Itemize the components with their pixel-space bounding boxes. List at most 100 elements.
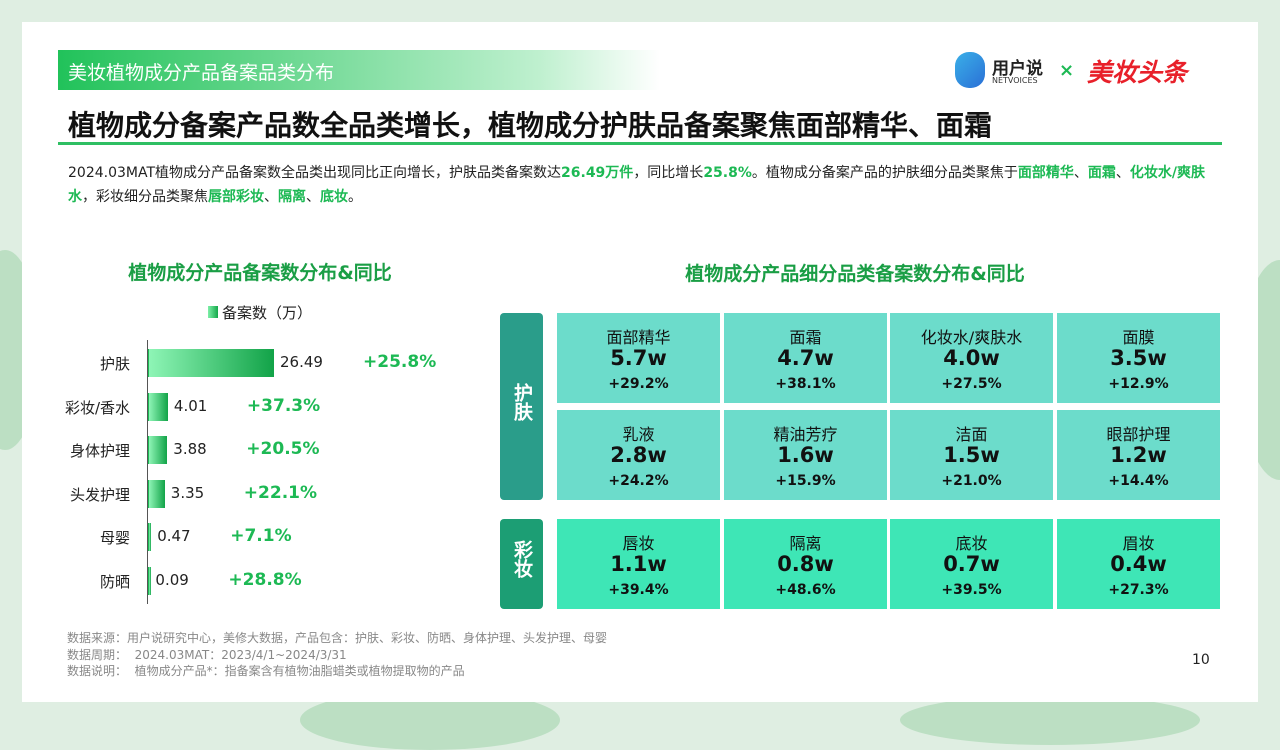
tile-count: 5.7w — [610, 346, 667, 370]
tile-name: 面霜 — [789, 328, 822, 347]
section-label: 彩妆 — [511, 540, 533, 578]
intro-segment: 。 — [348, 189, 362, 205]
tile-count: 0.7w — [943, 552, 1000, 576]
tile — [557, 410, 720, 500]
tile-count: 1.5w — [943, 443, 1000, 467]
tile-growth: +24.2% — [608, 473, 669, 489]
tile — [724, 313, 887, 403]
category-label: 母婴 — [99, 529, 130, 548]
growth-label: +28.8% — [228, 570, 302, 590]
value-label: 0.47 — [157, 527, 191, 546]
tile-name: 底妆 — [955, 534, 988, 553]
bar — [148, 436, 168, 465]
bar — [148, 567, 151, 595]
intro-highlight: 化妆水/爽肤水 — [68, 165, 1206, 205]
tile-name: 眉妆 — [1122, 534, 1155, 553]
bar — [148, 349, 274, 377]
growth-label: +37.3% — [246, 395, 321, 416]
bar — [148, 479, 165, 508]
section-label: 护肤 — [511, 382, 533, 421]
tile-name: 隔离 — [789, 534, 822, 553]
category-label: 防晒 — [99, 573, 130, 591]
tile-name: 唇妆 — [622, 534, 655, 553]
tile — [1057, 410, 1220, 500]
tile-growth: +48.6% — [775, 582, 836, 598]
tile — [890, 410, 1053, 500]
intro-highlight: 26.49万件 — [561, 165, 634, 181]
growth-label: +25.8% — [363, 352, 437, 372]
tile — [557, 313, 720, 403]
tile-count: 1.2w — [1110, 443, 1167, 467]
tile-growth: +27.3% — [1108, 582, 1169, 598]
tile-count: 0.4w — [1110, 552, 1167, 576]
category-label: 身体护理 — [69, 442, 130, 461]
intro-highlight: 面霜 — [1087, 165, 1116, 181]
intro-segment: 、 — [1115, 165, 1130, 181]
growth-label: +22.1% — [243, 482, 318, 503]
grid-title: 植物成分产品细分品类备案数分布&同比 — [685, 263, 1025, 285]
tile-name: 洁面 — [955, 425, 988, 444]
tile-count: 1.1w — [610, 552, 667, 576]
logo-main: 用户说 — [992, 59, 1043, 79]
intro-segment: 、 — [306, 189, 320, 205]
tile-growth: +27.5% — [941, 376, 1002, 392]
page: 美妆植物成分产品备案品类分布 用户说 NETVOICES × 美妆头条 植物成分… — [0, 22, 1280, 750]
intro-highlight: 底妆 — [320, 189, 348, 205]
tile — [724, 410, 887, 500]
bar — [148, 392, 168, 421]
logo-sub: NETVOICES — [992, 76, 1038, 85]
section-label-box — [500, 519, 543, 609]
page-number: 10 — [1192, 652, 1210, 668]
tile-count: 3.5w — [1110, 346, 1167, 370]
logo-icon — [955, 52, 985, 88]
title-rule — [58, 142, 1222, 145]
intro-segment: ，彩妆细分品类聚焦 — [82, 189, 208, 205]
value-label: 4.01 — [173, 396, 208, 415]
tile-growth: +29.2% — [608, 376, 669, 392]
tile — [557, 519, 720, 609]
footer-line: 数据来源：用户说研究中心，美修大数据，产品包含：护肤、彩妆、防晒、身体护理、头发… — [67, 631, 608, 645]
tile-name: 面膜 — [1122, 328, 1155, 347]
intro-segment: 、 — [264, 189, 278, 205]
tile-growth: +12.9% — [1108, 376, 1169, 392]
bar — [148, 523, 152, 552]
value-label: 0.09 — [155, 571, 189, 589]
tile-count: 2.8w — [610, 443, 667, 467]
category-label: 护肤 — [99, 355, 130, 373]
main-title: 植物成分备案产品数全品类增长，植物成分护肤品备案聚焦面部精华、面霜 — [68, 109, 993, 142]
tile — [890, 313, 1053, 403]
tile-name: 精油芳疗 — [773, 425, 838, 444]
growth-label: +20.5% — [246, 439, 320, 460]
tile — [724, 519, 887, 609]
intro-highlight: 隔离 — [278, 189, 306, 205]
footer-line: 数据周期： 2024.03MAT：2023/4/1~2024/3/31 — [67, 647, 347, 662]
tile-name: 眼部护理 — [1106, 425, 1171, 444]
value-label: 3.35 — [170, 483, 205, 502]
growth-label: +7.1% — [230, 526, 292, 547]
tile-growth: +15.9% — [775, 473, 836, 489]
legend-swatch — [208, 306, 218, 318]
value-label: 3.88 — [173, 440, 207, 459]
banner-bg — [58, 50, 660, 90]
category-label: 彩妆/香水 — [64, 398, 130, 417]
tile-growth: +38.1% — [775, 376, 836, 392]
logo-partner: 美妆头条 — [1087, 58, 1188, 87]
tile — [1057, 313, 1220, 403]
intro-highlight: 25.8% — [703, 165, 752, 181]
chart-title: 植物成分产品备案数分布&同比 — [128, 262, 392, 284]
category-label: 头发护理 — [69, 485, 130, 504]
leaf-decor — [900, 695, 1200, 745]
legend-label: 备案数（万） — [222, 304, 313, 322]
tile-count: 1.6w — [777, 443, 834, 467]
tile-growth: +39.5% — [941, 582, 1002, 598]
tile-name: 面部精华 — [606, 328, 671, 347]
value-label: 26.49 — [280, 353, 323, 371]
banner-text: 美妆植物成分产品备案品类分布 — [68, 62, 335, 84]
intro-segment: 2024.03MAT植物成分产品备案数全品类出现同比正向增长，护肤品类备案数达 — [68, 165, 562, 181]
intro-segment: ，同比增长 — [633, 165, 704, 181]
tile-count: 4.7w — [777, 346, 834, 370]
axis-line — [147, 340, 148, 604]
tile-growth: +21.0% — [941, 473, 1002, 489]
footer-line: 数据说明： 植物成分产品*：指备案含有植物油脂蜡类或植物提取物的产品 — [67, 664, 465, 678]
section-label-box — [500, 313, 543, 500]
